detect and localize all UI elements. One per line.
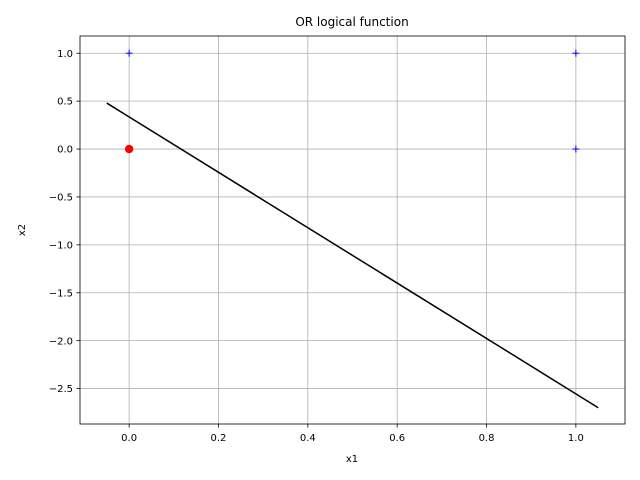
y-axis-label: x2 bbox=[17, 224, 28, 236]
x-tick-label: 1.0 bbox=[568, 433, 584, 444]
y-tick-label: −1.0 bbox=[49, 240, 73, 251]
y-tick-label: −2.5 bbox=[49, 384, 73, 395]
plus-marker-point bbox=[125, 49, 133, 57]
x-tick-label: 0.4 bbox=[300, 433, 316, 444]
plus-marker-point bbox=[572, 49, 580, 57]
x-tick-label: 0.8 bbox=[479, 433, 495, 444]
y-tick-label: −0.5 bbox=[49, 193, 73, 204]
decision-boundary-line bbox=[106, 102, 599, 409]
x-axis-label: x1 bbox=[346, 454, 358, 465]
y-tick-label: 0.5 bbox=[57, 97, 73, 108]
grid-lines bbox=[80, 36, 625, 424]
axes-frame bbox=[79, 35, 626, 425]
x-tick-label: 0.2 bbox=[211, 433, 227, 444]
plot-data bbox=[106, 49, 599, 409]
circle-marker-point bbox=[124, 144, 134, 154]
plus-marker-point bbox=[572, 145, 580, 153]
y-tick-label: 1.0 bbox=[57, 49, 73, 60]
x-tick-label: 0.6 bbox=[389, 433, 405, 444]
axis-ticks: 0.0 0.2 0.4 0.6 0.8 1.0 1.0 0.5 0.0 −0.5 −1.0 −1.5 −… bbox=[49, 49, 584, 444]
x-tick-label: 0.0 bbox=[121, 433, 137, 444]
y-tick-label: −2.0 bbox=[49, 336, 73, 347]
y-tick-label: 0.0 bbox=[57, 145, 73, 156]
y-tick-label: −1.5 bbox=[49, 288, 73, 299]
chart-title: OR logical function bbox=[295, 15, 408, 29]
